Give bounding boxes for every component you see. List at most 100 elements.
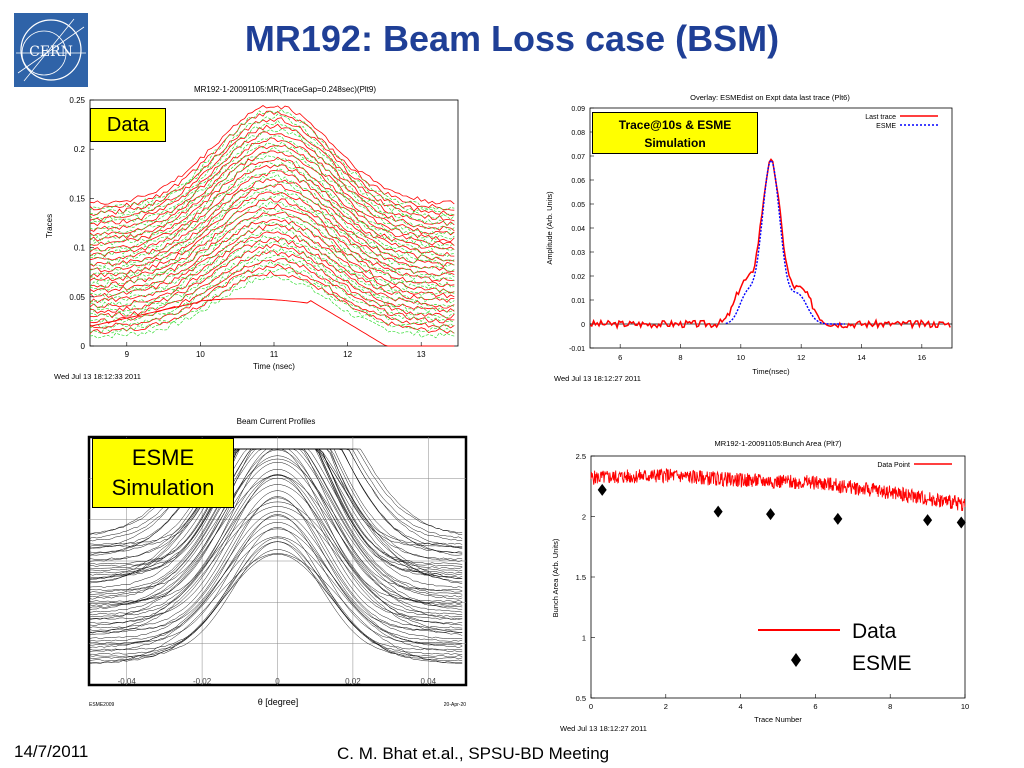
trace-green	[89, 227, 455, 304]
trace-red	[89, 243, 455, 314]
ytick-label: 0.02	[571, 274, 585, 281]
profile-line	[88, 449, 463, 606]
profile-line	[88, 553, 463, 665]
plot-beam-profiles: Beam Current Profiles -0.04 -0.02 0 0.02 0.0…	[80, 412, 500, 712]
profile-line	[89, 448, 463, 534]
ytick-label: 0	[81, 342, 86, 351]
profile-line	[88, 496, 463, 631]
trace-red	[89, 156, 455, 246]
plot-bunch-area-yticks: 0.5 1 1.5 2 2.5	[576, 452, 595, 703]
ytick-label: 0.2	[74, 145, 86, 154]
plot-beam-profiles-lines	[88, 448, 463, 665]
trace-red	[89, 105, 455, 205]
trace-red	[89, 211, 455, 288]
trace-green	[89, 128, 455, 226]
plot-beam-profiles-foot-left: ESME2009	[89, 702, 115, 708]
footer-citation: C. M. Bhat et.al., SPSU-BD Meeting	[337, 744, 610, 763]
plot-traces-yticks: 0 0.05 0.1 0.15 0.2 0.25	[69, 96, 94, 351]
trace-green	[89, 275, 455, 339]
plot-beam-profiles-xlabel: θ [degree]	[258, 697, 299, 707]
trace-green	[89, 221, 455, 297]
trace-red	[89, 144, 455, 237]
plot-overlay-xlabel: Time(nsec)	[752, 367, 790, 376]
data-label: Data	[90, 108, 166, 142]
profile-line	[88, 553, 463, 664]
trace-green	[89, 254, 455, 324]
esme-diamond-point	[713, 505, 723, 518]
legend-esme-diamond	[791, 653, 801, 667]
xtick-label: 0	[275, 677, 280, 686]
ytick-label: 0.25	[69, 96, 85, 105]
series-esme	[725, 159, 845, 325]
ytick-label: 0.06	[571, 178, 585, 185]
profile-line	[88, 515, 463, 642]
plot-beam-profiles-foot-right: 20-Apr-20	[444, 702, 466, 708]
plot-bunch-area-xlabel: Trace Number	[754, 715, 802, 724]
xtick-label: 0	[589, 702, 593, 711]
profile-line	[88, 475, 463, 621]
profile-line	[88, 497, 463, 633]
xtick-label: 14	[857, 353, 865, 362]
legend-data-point: Data Point	[877, 462, 910, 469]
ytick-label: 0	[581, 322, 585, 329]
plot-overlay-lines	[589, 158, 952, 330]
plot-bunch-area-timestamp: Wed Jul 13 18:12:27 2011	[560, 724, 647, 733]
profile-line	[88, 477, 463, 624]
xtick-label: 2	[664, 702, 668, 711]
trace-green	[89, 109, 455, 211]
xtick-label: 11	[270, 350, 279, 359]
xtick-label: 9	[125, 350, 130, 359]
plot-traces-lines	[89, 105, 455, 347]
trace-esme-label-text: Trace@10s & ESME Simulation	[618, 118, 732, 150]
xtick-label: 4	[739, 702, 743, 711]
trace-red	[89, 191, 455, 273]
plot-overlay-header: Overlay: ESMEdist on Expt data last trac…	[690, 93, 850, 102]
esme-simulation-label: ESME Simulation	[92, 438, 234, 508]
trace-red	[89, 197, 455, 278]
esme-diamond-point	[923, 514, 933, 527]
profile-line	[88, 458, 463, 610]
trace-green	[89, 260, 455, 329]
xtick-label: 0.02	[345, 677, 361, 686]
xtick-label: 10	[961, 702, 969, 711]
profile-line	[88, 522, 463, 646]
trace-green	[89, 113, 455, 216]
profile-line	[88, 455, 463, 609]
trace-green	[89, 173, 455, 262]
esme-diamond-point	[597, 483, 607, 496]
xtick-label: 6	[813, 702, 817, 711]
trace-green	[89, 168, 455, 258]
ytick-label: 0.03	[571, 250, 585, 257]
trace-green	[89, 155, 455, 247]
profile-line	[88, 541, 463, 658]
esme-diamond-point	[956, 516, 966, 529]
series-data-point	[590, 468, 966, 511]
xtick-label: -0.02	[193, 677, 212, 686]
footer-date: 14/7/2011	[14, 742, 89, 761]
profile-line	[89, 537, 463, 655]
xtick-label: 13	[417, 350, 426, 359]
xtick-label: 10	[196, 350, 205, 359]
profile-line	[88, 474, 463, 620]
trace-green	[89, 135, 455, 231]
profile-line	[88, 514, 463, 644]
trace-red	[89, 137, 455, 232]
esme-diamond-point	[766, 508, 776, 521]
ytick-label: 0.15	[69, 194, 85, 203]
logo-text: CERN	[29, 44, 73, 60]
trace-esme-label: Trace@10s & ESME Simulation	[592, 112, 758, 154]
plot-traces-header: MR192-1-20091105:MR(TraceGap=0.248sec)(P…	[194, 85, 376, 94]
trace-green	[89, 181, 455, 267]
profile-line	[88, 506, 463, 636]
xtick-label: 12	[797, 353, 805, 362]
trace-red	[89, 218, 455, 294]
trace-green	[89, 208, 455, 288]
cern-logo: CERN	[14, 13, 88, 87]
ytick-label: 2	[582, 513, 586, 522]
legend-last-trace: Last trace	[865, 114, 896, 121]
plot-bunch-area-points	[597, 483, 966, 529]
trace-green	[89, 146, 455, 242]
plot-overlay-timestamp: Wed Jul 13 18:12:27 2011	[554, 374, 641, 383]
trace-red	[89, 164, 455, 253]
trace-red	[89, 263, 455, 329]
